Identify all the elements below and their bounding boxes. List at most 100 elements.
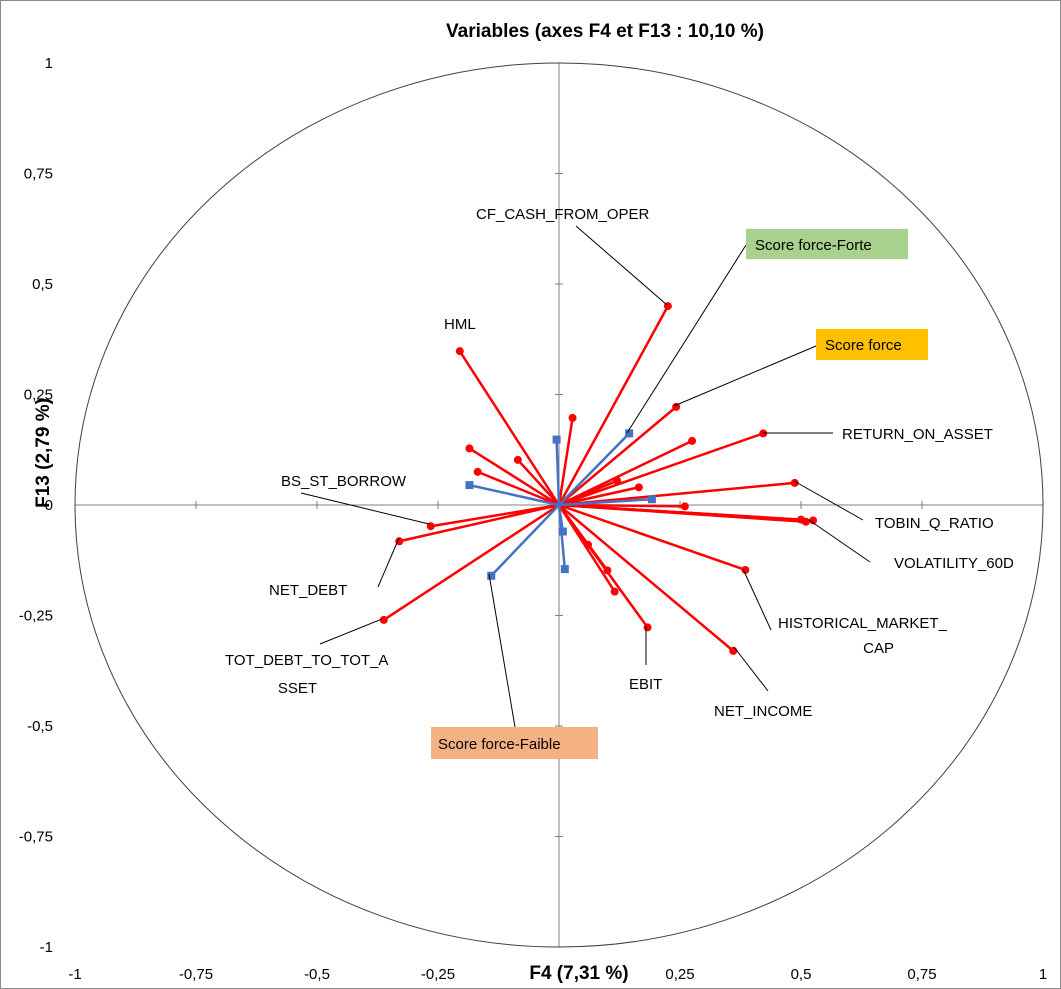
supplementary-vector <box>557 504 567 570</box>
active-vector <box>399 503 560 543</box>
label-leader-line <box>733 646 769 692</box>
active-point <box>790 478 799 487</box>
unit-circle <box>74 62 1044 948</box>
supplementary-point <box>465 481 474 490</box>
supplementary-vector <box>558 432 631 506</box>
active-vector <box>458 350 561 506</box>
x-tick-label: -1 <box>68 966 81 983</box>
active-point <box>729 646 738 655</box>
data-label: Score force <box>825 337 902 354</box>
data-label: HISTORICAL_MARKET_ <box>778 615 948 632</box>
data-label: TOBIN_Q_RATIO <box>875 515 994 532</box>
data-label: BS_ST_BORROW <box>281 473 407 490</box>
supplementary-point <box>560 565 569 574</box>
active-point <box>379 615 388 624</box>
active-point <box>513 455 522 464</box>
active-point <box>603 566 612 575</box>
active-vector <box>558 504 735 652</box>
supplementary-vector <box>555 439 561 506</box>
active-point <box>584 540 593 549</box>
y-tick-label: -0,25 <box>19 608 53 625</box>
active-vector <box>557 504 590 546</box>
active-vector <box>468 447 560 507</box>
active-point <box>610 587 619 596</box>
x-tick-label: 1 <box>1039 966 1047 983</box>
active-vector <box>558 405 677 506</box>
x-tick-label: 0,5 <box>791 966 812 983</box>
y-tick-label: 1 <box>45 55 53 72</box>
data-label: Score force-Faible <box>438 736 561 753</box>
active-point <box>568 413 577 422</box>
data-label: CF_CASH_FROM_OPER <box>476 206 650 223</box>
active-vector <box>558 432 764 507</box>
data-label: Score force-Forte <box>755 237 872 254</box>
supplementary-point <box>552 435 561 444</box>
x-tick-label: 0,25 <box>665 966 694 983</box>
label-box <box>431 727 598 759</box>
supplementary-point <box>647 495 656 504</box>
x-tick-label: 0,75 <box>907 966 936 983</box>
label-leader-line <box>742 568 772 631</box>
active-vector <box>558 479 618 507</box>
x-axis-label: F4 (7,31 %) <box>529 963 628 984</box>
active-vector <box>383 503 560 621</box>
label-leader-line <box>808 519 871 563</box>
supplementary-vector <box>469 483 560 507</box>
label-leader-line <box>300 492 430 525</box>
data-label: NET_DEBT <box>269 582 347 599</box>
active-point <box>688 436 697 445</box>
active-point <box>643 623 652 632</box>
active-point <box>473 467 482 476</box>
active-point <box>672 402 681 411</box>
active-point <box>455 347 464 356</box>
active-point <box>797 515 805 524</box>
y-axis-label: F13 (2,79 %) <box>33 398 54 508</box>
label-leader-line <box>319 618 383 645</box>
active-point <box>741 565 750 574</box>
x-tick-label: -0,5 <box>304 966 330 983</box>
supplementary-vector <box>490 504 560 577</box>
y-tick-label: 0 <box>45 497 53 514</box>
active-point <box>809 516 818 525</box>
supplementary-point <box>558 527 567 536</box>
label-leader-line <box>488 573 516 728</box>
active-vector <box>558 439 693 507</box>
label-leader-line <box>377 537 400 588</box>
active-vector <box>477 470 560 507</box>
active-vector <box>558 503 802 521</box>
data-label: NET_INCOME <box>714 703 812 720</box>
data-label: RETURN_ON_ASSET <box>842 426 993 443</box>
chart-title: Variables (axes F4 et F13 : 10,10 %) <box>446 21 764 42</box>
data-label: SSET <box>278 680 317 697</box>
label-box <box>816 329 928 360</box>
active-vector <box>557 417 574 506</box>
active-point <box>634 483 643 492</box>
y-tick-label: 0,25 <box>24 387 53 404</box>
data-label: EBIT <box>629 676 662 693</box>
data-label: HML <box>444 316 476 333</box>
active-point <box>613 476 622 485</box>
plot-area: -1 -0,75 -0,5 -0,25 0,25 0,5 0,75 1 1 0,75 0,5 0,25… <box>19 55 1047 983</box>
y-tick-label: 0,5 <box>32 276 53 293</box>
x-tick-label: -0,75 <box>179 966 213 983</box>
data-label: TOT_DEBT_TO_TOT_A <box>225 652 388 669</box>
active-point <box>680 502 689 511</box>
y-tick-label: 0,75 <box>24 166 53 183</box>
active-vector <box>516 459 560 506</box>
y-tick-label: -0,5 <box>27 718 53 735</box>
active-vector <box>430 503 560 528</box>
data-label: VOLATILITY_60D <box>894 555 1014 572</box>
label-leader-line <box>673 345 817 407</box>
active-point <box>465 444 474 453</box>
y-tick-label: -0,75 <box>19 829 53 846</box>
active-vector <box>558 481 795 507</box>
label-leader-line <box>626 244 747 434</box>
label-leader-line <box>793 480 864 521</box>
supplementary-vector <box>558 498 653 507</box>
supplementary-point <box>487 571 496 580</box>
label-box <box>746 229 908 259</box>
active-vector <box>558 486 640 507</box>
y-tick-label: -1 <box>40 939 53 956</box>
